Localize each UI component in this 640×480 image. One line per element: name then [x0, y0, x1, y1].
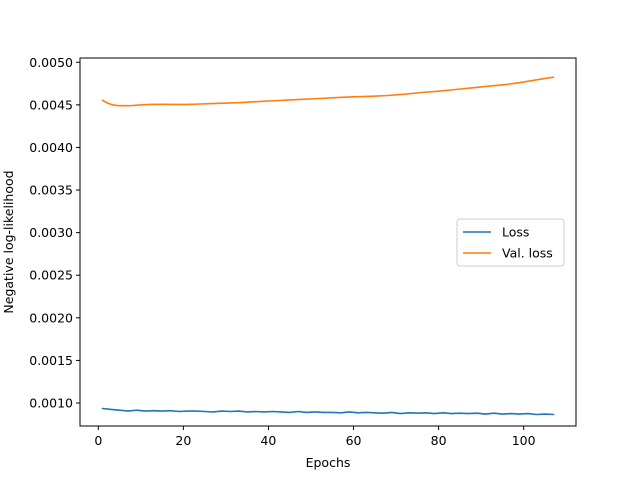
x-tick-label: 40	[260, 433, 276, 448]
y-tick-label: 0.0020	[29, 310, 73, 325]
y-axis: 0.0010 0.0015 0.0020 0.0025 0.0030 0.0035 0.00…	[29, 55, 80, 411]
series-line-val-loss	[101, 76, 555, 107]
y-tick-label: 0.0015	[29, 353, 73, 368]
y-tick-label: 0.0010	[29, 396, 73, 411]
legend-box	[456, 218, 565, 267]
series-line-loss	[101, 407, 555, 416]
legend-label: Val. loss	[502, 246, 553, 261]
legend-label: Loss	[502, 225, 529, 240]
y-tick-label: 0.0025	[29, 268, 73, 283]
axes-frame	[79, 57, 577, 427]
x-tick-label: 0	[94, 433, 102, 448]
y-tick-label: 0.0050	[29, 55, 73, 70]
x-axis-label: Epochs	[306, 455, 351, 470]
plot-area	[101, 76, 555, 416]
x-axis: 0 20 40 60 80 100	[94, 426, 536, 448]
x-tick-label: 60	[346, 433, 362, 448]
x-tick-label: 100	[512, 433, 536, 448]
x-tick-label: 20	[175, 433, 191, 448]
y-tick-label: 0.0035	[29, 183, 73, 198]
y-axis-label: Negative log-likelihood	[1, 170, 16, 313]
x-tick-label: 80	[431, 433, 447, 448]
y-tick-label: 0.0045	[29, 97, 73, 112]
y-tick-label: 0.0040	[29, 140, 73, 155]
legend: Loss Val. loss	[456, 218, 565, 267]
y-tick-label: 0.0030	[29, 225, 73, 240]
